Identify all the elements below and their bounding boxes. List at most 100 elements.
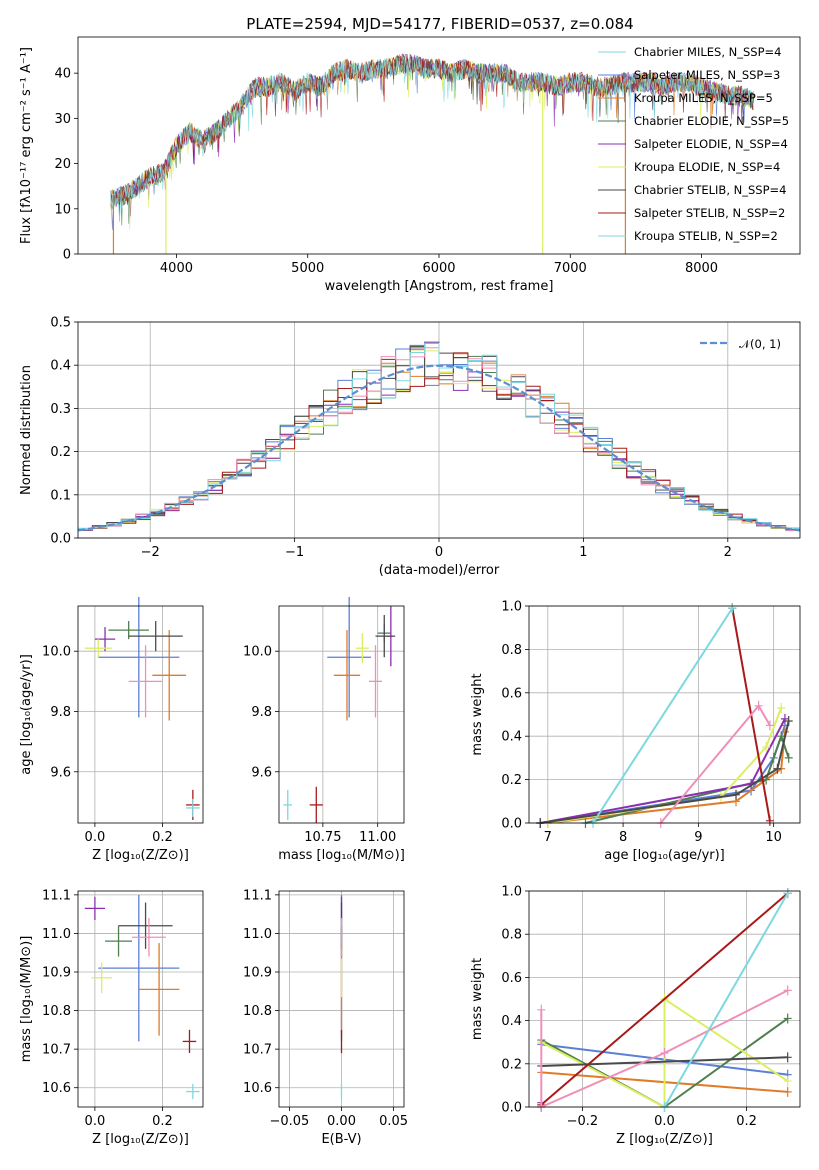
x-tick-label: −0.2 [567,1114,599,1129]
y-tick-label: 0.1 [50,488,71,503]
x-tick-label: 6000 [422,261,455,276]
y-tick-label: 10.7 [42,1043,71,1058]
weight-line [547,731,786,824]
legend-label: Chabrier STELIB, N_SSP=4 [634,183,786,197]
y-tick-label: 0.0 [50,532,71,547]
axes-frame-mass_vs_Z [77,890,204,1108]
axes-frame-mass_vs_EBV [278,890,405,1108]
axes-mass_vs_EBV: −0.05 0.00 0.05 10.6 10.7 10.8 10.9 11.0 11.1 E(B… [243,888,408,1147]
axes-spectrum: 4000 5000 6000 7000 8000 0 10 20 30 40 wavelength … [19,36,801,294]
residual-legend: 𝒩(0, 1) [700,337,781,351]
weight-marker [537,1004,546,1015]
y-tick-label: 0.2 [50,445,71,460]
y-tick-label: 0.8 [501,643,522,658]
x-tick-label: 9 [694,830,702,845]
weight-line [585,733,790,824]
weight-marker [783,1052,792,1063]
x-tick-label: 0.00 [327,1114,356,1129]
weight-line [540,725,786,824]
histogram-series [78,342,800,529]
axes-mass_weight_vs_Z: −0.2 0.0 0.2 0.0 0.2 0.4 0.6 0.8 1.0 Z [log₁₀(Z/Z… [470,885,801,1147]
x-tick-label: 10.75 [304,830,341,845]
y-axis-label: mass weight [470,673,485,755]
y-tick-label: 0.4 [50,359,71,374]
y-tick-label: 0.8 [501,928,522,943]
y-tick-label: 10.8 [243,1004,272,1019]
x-tick-label: −1 [285,545,304,560]
x-tick-label: 5000 [291,261,324,276]
weight-marker [783,985,792,996]
y-tick-label: 9.8 [50,705,71,720]
y-tick-label: 1.0 [501,885,522,900]
weight-line [592,607,734,824]
x-axis-label: wavelength [Angstrom, rest frame] [325,279,554,294]
axes-residuals: −2 −1 0 1 2 0.0 0.1 0.2 0.3 0.4 0.5 (data-model)/er… [19,316,801,578]
y-tick-label: 10.7 [243,1043,272,1058]
legend-label: Chabrier ELODIE, N_SSP=5 [634,114,789,128]
x-tick-label: 0.2 [152,1114,173,1129]
axes-age_vs_mass: 10.75 11.00 9.6 9.8 10.0 mass [log₁₀(M/M⊙)] [243,596,405,863]
x-tick-label: 7 [544,830,552,845]
y-tick-label: 10.0 [243,645,272,660]
x-axis-label: mass [log₁₀(M/M⊙)] [278,848,405,863]
x-tick-label: 0.0 [654,1114,675,1129]
figure-title: PLATE=2594, MJD=54177, FIBERID=0537, z=0… [246,15,633,33]
y-axis-label: age [log₁₀(age/yr)] [19,654,34,775]
x-tick-label: −0.05 [269,1114,309,1129]
axes-frame-age_vs_Z [77,605,204,824]
legend-label: Kroupa MILES, N_SSP=5 [634,91,773,105]
x-axis-label: Z [log₁₀(Z/Z⊙)] [92,848,189,863]
y-tick-label: 11.1 [42,888,71,903]
weight-marker [765,720,774,731]
weight-marker [660,1048,669,1058]
y-tick-label: 9.6 [50,765,71,780]
y-tick-label: 1.0 [501,600,522,615]
weight-marker [784,752,793,763]
y-tick-label: 10.9 [243,966,272,981]
x-tick-label: 0.0 [85,830,106,845]
y-tick-label: 10.8 [42,1004,71,1019]
weight-marker [762,742,771,753]
x-axis-label: Z [log₁₀(Z/Z⊙)] [616,1132,713,1147]
y-tick-label: 0.4 [501,730,522,745]
y-axis-label: Normed distribution [19,365,34,495]
weight-marker [732,789,741,800]
y-tick-label: 11.0 [42,927,71,942]
y-axis-label: mass [log₁₀(M/M⊙)] [19,936,34,1063]
spectrum-legend: Chabrier MILES, N_SSP=4 Salpeter MILES, N… [598,45,789,243]
x-tick-label: 8000 [685,261,718,276]
x-axis-label: Z [log₁₀(Z/Z⊙)] [92,1132,189,1147]
x-tick-label: 2 [724,545,732,560]
weight-marker [783,1076,792,1087]
y-tick-label: 10.9 [42,966,71,981]
y-tick-label: 10 [54,202,71,217]
y-tick-label: 0.2 [501,1057,522,1072]
weight-line [663,892,789,1108]
x-axis-label: (data-model)/error [379,563,500,578]
weight-marker [728,603,737,614]
x-tick-label: 0 [435,545,443,560]
y-tick-label: 0.2 [501,773,522,788]
weight-line [540,718,786,824]
weight-marker [777,702,786,713]
x-axis-label: age [log₁₀(age/yr)] [604,848,725,863]
weight-marker [783,1013,792,1024]
y-tick-label: 0.3 [50,402,71,417]
x-tick-label: 8 [619,830,627,845]
x-tick-label: 0.2 [152,830,173,845]
y-tick-label: 10.0 [42,645,71,660]
axes-frame-mass_weight_vs_age [528,605,801,824]
y-tick-label: 10.6 [243,1081,272,1096]
y-tick-label: 0.5 [50,316,71,331]
legend-label: Salpeter STELIB, N_SSP=2 [634,206,785,220]
spectrum-line [110,53,754,210]
y-tick-label: 0.0 [501,1101,522,1116]
spectrum-line [110,55,754,223]
y-axis-label: Flux [fλ10⁻¹⁷ erg cm⁻² s⁻¹ A⁻¹] [19,47,34,244]
weight-marker [783,1086,792,1097]
weight-marker [783,888,792,899]
y-axis-label: mass weight [470,958,485,1040]
weight-marker [765,815,774,826]
axes-mass_weight_vs_age: 7 8 9 10 0.0 0.2 0.4 0.6 0.8 1.0 age [log₁₀(age/yr… [470,600,801,863]
